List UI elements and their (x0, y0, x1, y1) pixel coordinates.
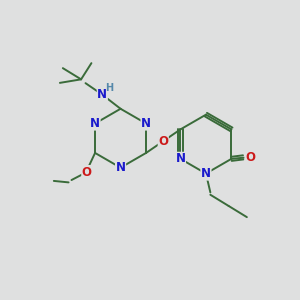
Text: N: N (141, 117, 151, 130)
Text: N: N (116, 161, 126, 174)
Text: N: N (176, 152, 185, 165)
Text: H: H (105, 83, 113, 93)
Text: N: N (97, 88, 107, 101)
Text: O: O (158, 135, 168, 148)
Text: N: N (90, 117, 100, 130)
Text: O: O (245, 151, 255, 164)
Text: O: O (82, 166, 92, 178)
Text: N: N (201, 167, 211, 180)
